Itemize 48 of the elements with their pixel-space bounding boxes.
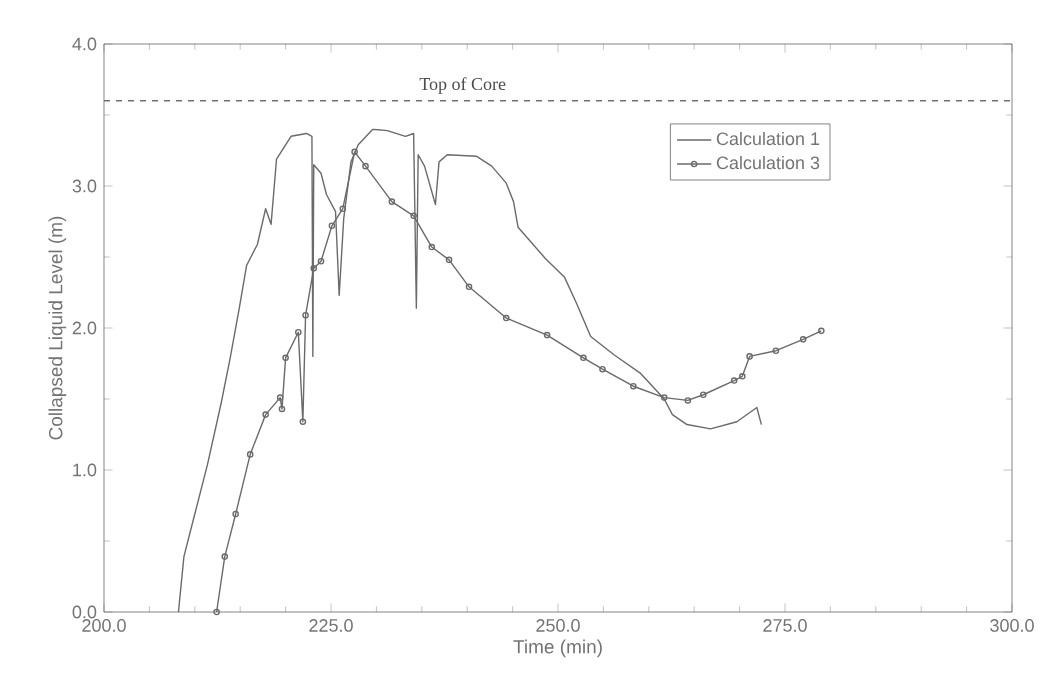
x-tick-label: 225.0 bbox=[309, 619, 353, 632]
point bbox=[351, 148, 358, 156]
point bbox=[428, 243, 436, 251]
point bbox=[660, 394, 668, 401]
x-axis-title: Time (min) bbox=[513, 639, 602, 658]
point bbox=[772, 347, 780, 355]
point bbox=[699, 391, 707, 399]
x-tick-label: 300.0 bbox=[990, 619, 1034, 632]
point bbox=[232, 510, 239, 518]
point bbox=[580, 354, 587, 362]
y-tick-label: 1.0 bbox=[73, 463, 97, 477]
point bbox=[465, 283, 473, 291]
point bbox=[328, 222, 336, 230]
x-tick-label: 250.0 bbox=[536, 619, 580, 632]
point bbox=[317, 257, 325, 265]
point bbox=[599, 365, 606, 373]
point bbox=[339, 205, 347, 213]
point bbox=[295, 328, 302, 336]
legend-label: Calculation 3 bbox=[716, 155, 820, 170]
point bbox=[299, 418, 307, 426]
point bbox=[302, 311, 309, 319]
point bbox=[410, 212, 417, 220]
point bbox=[246, 451, 254, 458]
point bbox=[445, 256, 453, 264]
point bbox=[278, 405, 286, 413]
point bbox=[388, 198, 396, 205]
point bbox=[730, 377, 738, 384]
point bbox=[746, 353, 753, 360]
point bbox=[362, 162, 369, 170]
x-tick-label: 200.0 bbox=[82, 619, 126, 632]
y-axis-title: Collapsed Liquid Level (m) bbox=[48, 216, 67, 440]
ref-line-label: Top of Core bbox=[419, 77, 506, 94]
point bbox=[262, 411, 269, 418]
point bbox=[739, 372, 746, 380]
y-tick-label: 0.0 bbox=[72, 605, 97, 619]
y-tick-label: 3.0 bbox=[72, 179, 97, 193]
x-tick-label: 275.0 bbox=[763, 619, 807, 632]
point bbox=[276, 394, 284, 401]
point bbox=[221, 553, 229, 560]
y-tick-label: 4.0 bbox=[72, 37, 97, 51]
legend-label: Calculation 1 bbox=[716, 131, 820, 146]
point bbox=[502, 314, 510, 322]
point bbox=[684, 397, 692, 404]
point bbox=[282, 354, 289, 362]
point bbox=[630, 382, 637, 390]
y-tick-label: 2.0 bbox=[72, 321, 97, 335]
point bbox=[310, 265, 318, 272]
point bbox=[799, 336, 807, 343]
